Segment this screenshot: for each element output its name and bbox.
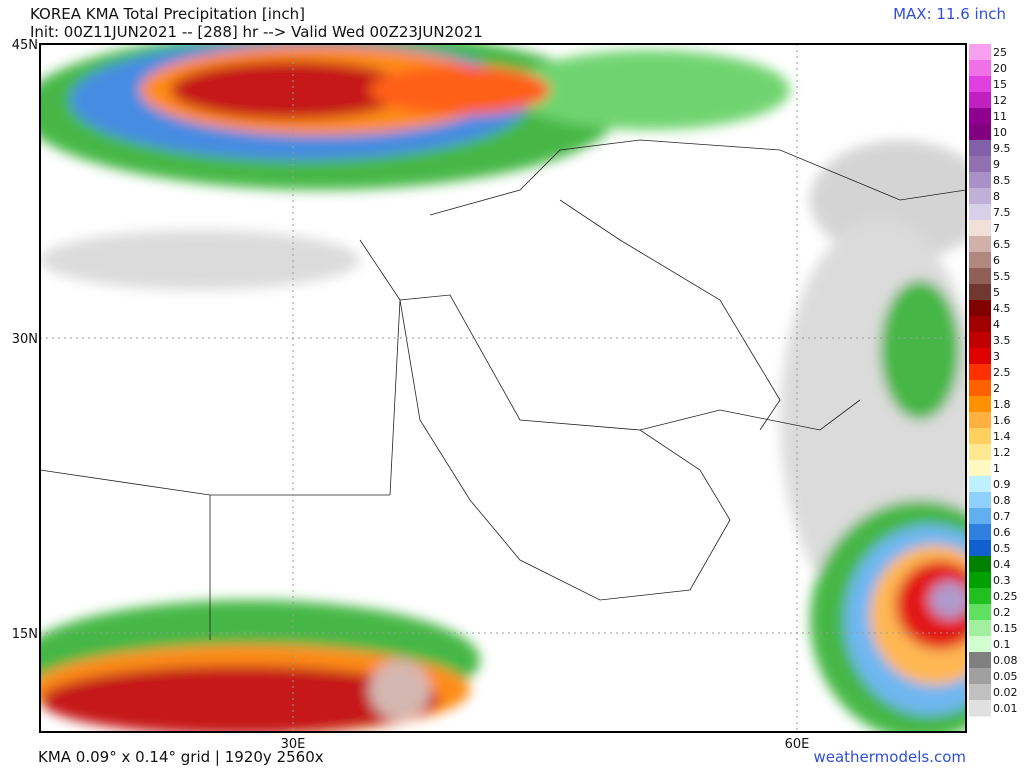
- colorbar-label: 3: [993, 350, 1000, 363]
- colorbar-swatch: [969, 188, 991, 205]
- colorbar-swatch: [969, 60, 991, 77]
- colorbar-swatch: [969, 556, 991, 573]
- title: KOREA KMA Total Precipitation [inch]: [30, 5, 305, 23]
- colorbar-swatch: [969, 76, 991, 93]
- colorbar-swatch: [969, 396, 991, 413]
- colorbar-swatch: [969, 604, 991, 621]
- colorbar-label: 0.1: [993, 638, 1011, 651]
- colorbar-swatch: [969, 460, 991, 477]
- colorbar-swatch: [969, 588, 991, 605]
- colorbar-label: 9: [993, 158, 1000, 171]
- colorbar-label: 0.7: [993, 510, 1011, 523]
- colorbar-label: 0.15: [993, 622, 1018, 635]
- colorbar-swatch: [969, 252, 991, 269]
- map: [40, 44, 966, 732]
- colorbar-swatch: [969, 700, 991, 717]
- colorbar-label: 0.05: [993, 670, 1018, 683]
- axis-labels: 45N 30N 15N 30E 60E: [12, 38, 810, 752]
- colorbar-swatch: [969, 332, 991, 349]
- colorbar-swatch: [969, 156, 991, 173]
- colorbar-swatch: [969, 412, 991, 429]
- map-frame: [39, 43, 967, 733]
- colorbar-swatch: [969, 668, 991, 685]
- colorbar-label: 4.5: [993, 302, 1011, 315]
- colorbar-label: 5.5: [993, 270, 1011, 283]
- colorbar-label: 0.6: [993, 526, 1011, 539]
- colorbar-label: 6.5: [993, 238, 1011, 251]
- colorbar-swatch: [969, 524, 991, 541]
- max-value: MAX: 11.6 inch: [893, 5, 1006, 23]
- colorbar-swatch: [969, 108, 991, 125]
- colorbar-label: 10: [993, 126, 1007, 139]
- colorbar-label: 1.4: [993, 430, 1011, 443]
- colorbar-swatch: [969, 476, 991, 493]
- colorbar-label: 0.02: [993, 686, 1018, 699]
- colorbar-label: 12: [993, 94, 1007, 107]
- colorbar-swatch: [969, 268, 991, 285]
- colorbar-swatch: [969, 236, 991, 253]
- colorbar-label: 8.5: [993, 174, 1011, 187]
- colorbar-swatch: [969, 124, 991, 141]
- source-link[interactable]: weathermodels.com: [813, 748, 966, 766]
- colorbar-swatch: [969, 508, 991, 525]
- colorbar-swatch: [969, 364, 991, 381]
- lat-label: 45N: [12, 38, 38, 53]
- lat-label: 15N: [12, 627, 38, 642]
- colorbar-label: 15: [993, 78, 1007, 91]
- colorbar-swatch: [969, 140, 991, 157]
- colorbar-label: 9.5: [993, 142, 1011, 155]
- colorbar: 2520151211109.598.587.576.565.554.543.53…: [969, 44, 1018, 717]
- colorbar-label: 6: [993, 254, 1000, 267]
- lon-label: 60E: [785, 737, 810, 752]
- colorbar-swatch: [969, 428, 991, 445]
- colorbar-label: 8: [993, 190, 1000, 203]
- colorbar-label: 0.01: [993, 702, 1018, 715]
- colorbar-label: 5: [993, 286, 1000, 299]
- colorbar-swatch: [969, 444, 991, 461]
- colorbar-swatch: [969, 540, 991, 557]
- init-line: Init: 00Z11JUN2021 -- [288] hr --> Valid…: [30, 23, 483, 41]
- colorbar-swatch: [969, 684, 991, 701]
- colorbar-label: 25: [993, 46, 1007, 59]
- colorbar-swatch: [969, 492, 991, 509]
- colorbar-label: 2.5: [993, 366, 1011, 379]
- colorbar-swatch: [969, 316, 991, 333]
- colorbar-swatch: [969, 636, 991, 653]
- colorbar-swatch: [969, 204, 991, 221]
- colorbar-swatch: [969, 300, 991, 317]
- colorbar-swatch: [969, 380, 991, 397]
- colorbar-label: 1.8: [993, 398, 1011, 411]
- colorbar-label: 3.5: [993, 334, 1011, 347]
- colorbar-label: 7.5: [993, 206, 1011, 219]
- colorbar-label: 0.4: [993, 558, 1011, 571]
- colorbar-swatch: [969, 620, 991, 637]
- colorbar-swatch: [969, 44, 991, 61]
- colorbar-label: 0.5: [993, 542, 1011, 555]
- colorbar-label: 4: [993, 318, 1000, 331]
- colorbar-label: 0.3: [993, 574, 1011, 587]
- grid-info: KMA 0.09° x 0.14° grid | 1920y 2560x: [38, 748, 324, 766]
- colorbar-label: 0.08: [993, 654, 1018, 667]
- colorbar-label: 20: [993, 62, 1007, 75]
- colorbar-label: 1: [993, 462, 1000, 475]
- lat-label: 30N: [12, 332, 38, 347]
- colorbar-label: 1.6: [993, 414, 1011, 427]
- colorbar-swatch: [969, 284, 991, 301]
- colorbar-swatch: [969, 220, 991, 237]
- colorbar-swatch: [969, 652, 991, 669]
- colorbar-swatch: [969, 348, 991, 365]
- colorbar-label: 2: [993, 382, 1000, 395]
- colorbar-label: 0.25: [993, 590, 1018, 603]
- colorbar-label: 0.8: [993, 494, 1011, 507]
- colorbar-swatch: [969, 572, 991, 589]
- colorbar-label: 0.9: [993, 478, 1011, 491]
- colorbar-label: 11: [993, 110, 1007, 123]
- colorbar-label: 1.2: [993, 446, 1011, 459]
- colorbar-swatch: [969, 172, 991, 189]
- lon-label: 30E: [281, 737, 306, 752]
- colorbar-swatch: [969, 92, 991, 109]
- colorbar-label: 7: [993, 222, 1000, 235]
- colorbar-label: 0.2: [993, 606, 1011, 619]
